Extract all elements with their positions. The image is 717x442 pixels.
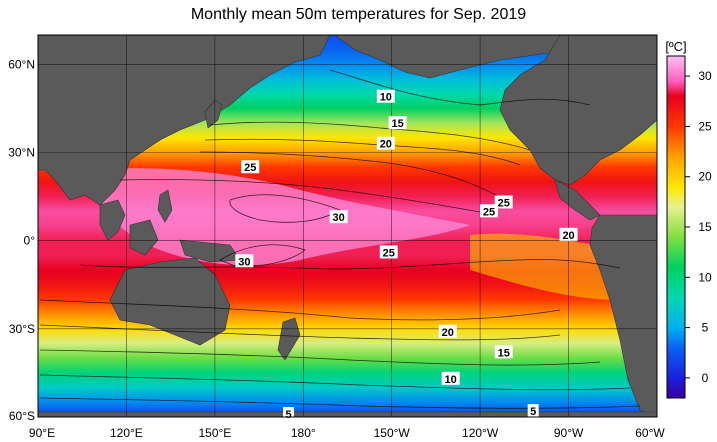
contour-label-box xyxy=(388,116,407,130)
contour-label: 5 xyxy=(527,404,539,418)
x-tick-label: 90°W xyxy=(554,426,584,440)
contour-label-text: 5 xyxy=(530,406,536,418)
x-tick-label: 180° xyxy=(291,426,316,440)
contour-label-box xyxy=(441,371,460,385)
colorbar-ticks: 0 5 10 15 20 25 30 xyxy=(685,69,712,385)
contour-label: 25 xyxy=(379,245,398,259)
contour-label-text: 25 xyxy=(244,162,256,174)
indochina-peninsula xyxy=(99,199,126,241)
contour-label: 25 xyxy=(494,195,513,209)
contour-label-text: 25 xyxy=(483,206,495,218)
colorbar-unit: [ºC] xyxy=(665,39,686,54)
colorbar-tick-label: 5 xyxy=(702,321,709,335)
contour-label-text: 25 xyxy=(498,197,510,209)
central-america xyxy=(554,179,601,221)
contour-label-box xyxy=(329,210,348,224)
contour-label: 15 xyxy=(494,345,513,359)
contour-label-text: 25 xyxy=(383,247,395,259)
x-tick-label: 60°W xyxy=(635,426,665,440)
contour-label: 20 xyxy=(438,324,457,339)
contour-label-box xyxy=(376,89,395,103)
asia-landmass xyxy=(38,35,331,206)
contour-label: 10 xyxy=(441,371,460,386)
colorbar-tick-label: 15 xyxy=(698,220,712,234)
colorbar-tick-label: 25 xyxy=(698,119,712,133)
contour-label-box xyxy=(283,407,295,421)
contour-label: 30 xyxy=(235,254,254,268)
land xyxy=(38,35,657,417)
contour-label-box xyxy=(479,204,498,218)
contour-label: 20 xyxy=(376,136,395,151)
colorbar-tick-label: 10 xyxy=(698,270,712,284)
grid-lines xyxy=(38,35,657,417)
contour-label: 15 xyxy=(388,116,407,130)
contour-label: 10 xyxy=(376,89,395,104)
colorbar: [ºC] 0 5 10 15 20 25 30 xyxy=(665,39,712,399)
map-title: Monthly mean 50m temperatures for Sep. 2… xyxy=(190,6,527,23)
cold-tongue-overlay xyxy=(470,233,620,300)
y-tick-label: 60°S xyxy=(9,409,35,423)
colorbar-bar xyxy=(666,55,686,399)
contour-label-text: 20 xyxy=(562,230,574,242)
x-tick-label: 150°E xyxy=(198,426,231,440)
y-tick-label: 30°S xyxy=(9,322,35,336)
contour-label-box xyxy=(379,245,398,259)
map-frame xyxy=(37,34,658,418)
x-tick-label: 120°W xyxy=(462,426,499,440)
japan-islands xyxy=(204,99,223,129)
contour-label-text: 5 xyxy=(285,409,291,421)
x-axis-labels: 90°E 120°E 150°E 180° 150°W 120°W 90°W 6… xyxy=(29,426,665,440)
contour-label-box xyxy=(559,227,578,241)
contour-label-text: 20 xyxy=(442,327,454,339)
contour-label-box xyxy=(438,324,457,338)
y-tick-label: 30°N xyxy=(8,146,35,160)
y-tick-label: 60°N xyxy=(8,57,35,71)
contour-label-box xyxy=(527,404,539,418)
contour-label: 25 xyxy=(479,204,498,218)
contour-label-box xyxy=(241,160,260,174)
y-axis-labels: 60°N 30°N 0° 30°S 60°S xyxy=(8,57,35,423)
contour-label-box xyxy=(235,254,254,268)
contour-label-box xyxy=(376,136,395,150)
contour-label: 25 xyxy=(241,160,260,174)
antarctica-edge xyxy=(38,411,657,417)
contour-label-text: 15 xyxy=(391,118,403,130)
contour-label: 20 xyxy=(559,227,578,242)
contour-label-text: 20 xyxy=(380,139,392,151)
contour-label-text: 10 xyxy=(380,92,392,104)
y-tick-label: 0° xyxy=(24,234,36,248)
australia xyxy=(109,257,231,346)
new-guinea xyxy=(179,239,241,263)
contour-label-text: 30 xyxy=(333,212,345,224)
colorbar-tick-label: 0 xyxy=(702,371,709,385)
x-tick-label: 150°W xyxy=(374,426,411,440)
colorbar-tick-label: 30 xyxy=(698,69,712,83)
contour-label-text: 15 xyxy=(498,347,510,359)
philippines xyxy=(157,189,173,223)
contour-label-text: 30 xyxy=(238,256,250,268)
contour-label-text: 10 xyxy=(445,374,457,386)
borneo xyxy=(129,219,159,256)
contour-label-box xyxy=(494,345,513,359)
x-tick-label: 120°E xyxy=(110,426,143,440)
colorbar-tick-label: 20 xyxy=(698,170,712,184)
contour-label-box xyxy=(494,195,513,209)
contour-label: 5 xyxy=(283,407,295,421)
map-panel xyxy=(38,35,657,417)
contour-label: 30 xyxy=(329,210,348,224)
x-tick-label: 90°E xyxy=(29,426,55,440)
